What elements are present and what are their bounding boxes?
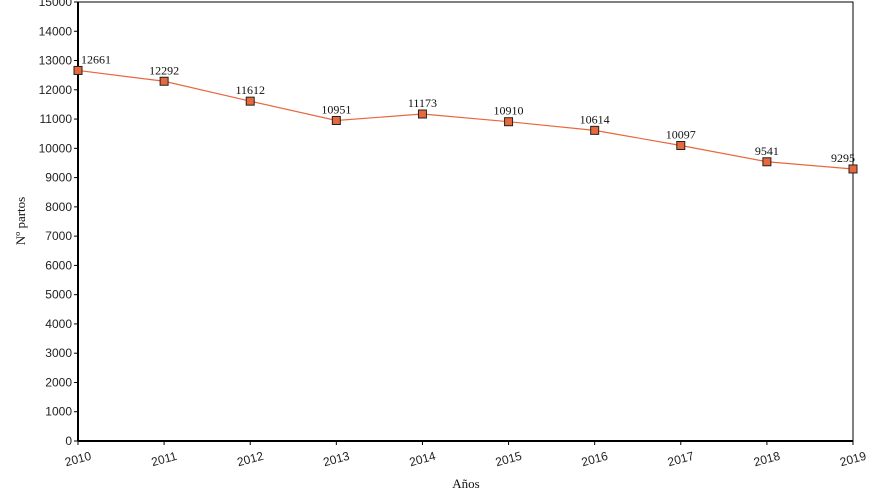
x-tick-label: 2016 bbox=[580, 449, 610, 470]
y-tick-label: 9000 bbox=[45, 171, 72, 185]
x-tick-label: 2019 bbox=[838, 449, 868, 470]
data-label: 11612 bbox=[235, 83, 265, 97]
y-tick-label: 7000 bbox=[45, 229, 72, 243]
y-axis-title: Nº partos bbox=[13, 197, 28, 245]
y-tick-label: 6000 bbox=[45, 258, 72, 272]
data-label: 10951 bbox=[321, 103, 351, 117]
x-tick-label: 2011 bbox=[150, 449, 179, 469]
data-label: 12661 bbox=[81, 52, 111, 66]
data-label: 9295 bbox=[831, 151, 855, 165]
y-tick-label: 0 bbox=[65, 434, 72, 448]
y-tick-label: 3000 bbox=[45, 346, 72, 360]
y-tick-label: 4000 bbox=[45, 317, 72, 331]
x-tick-label: 2013 bbox=[322, 449, 352, 470]
x-tick-label: 2014 bbox=[408, 449, 438, 470]
x-tick-label: 2015 bbox=[494, 449, 524, 470]
x-axis-title: Años bbox=[452, 476, 479, 491]
data-label: 11173 bbox=[408, 96, 437, 110]
y-tick-label: 2000 bbox=[45, 375, 72, 389]
data-label: 10910 bbox=[494, 104, 524, 118]
y-tick-label: 10000 bbox=[39, 141, 73, 155]
x-tick-label: 2010 bbox=[63, 449, 93, 470]
data-label: 9541 bbox=[755, 144, 779, 158]
x-tick-label: 2012 bbox=[236, 449, 266, 470]
data-label: 12292 bbox=[149, 63, 179, 77]
y-tick-label: 11000 bbox=[40, 112, 73, 126]
y-tick-label: 14000 bbox=[39, 24, 73, 38]
y-tick-label: 5000 bbox=[45, 288, 72, 302]
data-point bbox=[848, 164, 858, 174]
data-label: 10097 bbox=[666, 127, 696, 141]
data-point bbox=[331, 116, 341, 126]
data-point bbox=[504, 117, 514, 127]
y-tick-label: 13000 bbox=[39, 54, 73, 68]
data-point bbox=[590, 125, 600, 135]
data-point bbox=[762, 157, 772, 167]
series-line bbox=[77, 69, 854, 170]
y-tick-label: 15000 bbox=[39, 0, 73, 9]
plot-frame bbox=[77, 1, 854, 442]
data-point bbox=[245, 96, 255, 106]
data-label: 10614 bbox=[580, 112, 610, 126]
y-tick-label: 8000 bbox=[45, 200, 72, 214]
y-tick-label: 12000 bbox=[39, 83, 73, 97]
x-tick-label: 2018 bbox=[752, 449, 782, 470]
x-tick-label: 2017 bbox=[666, 449, 696, 470]
y-tick-label: 1000 bbox=[45, 405, 72, 419]
data-point bbox=[417, 109, 427, 119]
data-point bbox=[159, 76, 169, 86]
data-point bbox=[676, 140, 686, 150]
data-point bbox=[73, 65, 83, 75]
